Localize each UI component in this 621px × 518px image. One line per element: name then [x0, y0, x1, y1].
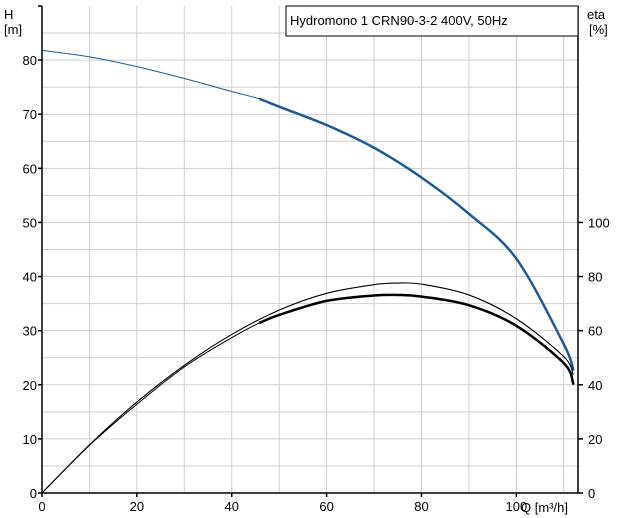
right-axis-label-eta: eta	[587, 7, 606, 22]
power-curve	[41, 282, 574, 494]
right-tick-label: 40	[588, 378, 602, 393]
x-tick-label: 40	[225, 499, 239, 514]
title-box	[285, 5, 579, 37]
x-tick-label: 20	[130, 499, 144, 514]
curves	[41, 49, 575, 494]
x-tick-label: 80	[414, 499, 428, 514]
tick-labels: 0 10 20 30 40 50 60 70 80 0 20 40 60 80 100 0 20 40 60 80 10…	[23, 53, 610, 514]
left-tick-label: 60	[23, 161, 37, 176]
efficiency-curve-operating-range	[258, 293, 575, 385]
x-tick-label: 60	[319, 499, 333, 514]
head-curve	[41, 49, 574, 370]
x-tick-label: 100	[505, 499, 527, 514]
efficiency-curve	[41, 294, 574, 494]
left-axis-label-h: H	[4, 7, 13, 22]
left-tick-label: 70	[23, 107, 37, 122]
grid	[42, 6, 578, 493]
right-tick-label: 60	[588, 324, 602, 339]
x-tick-label: 0	[38, 499, 45, 514]
left-tick-label: 10	[23, 432, 37, 447]
x-axis-label: Q [m³/h]	[521, 500, 568, 515]
right-tick-label: 0	[588, 486, 595, 501]
right-axis-label-unit: [%]	[589, 22, 608, 37]
left-axis-label-unit: [m]	[4, 22, 22, 37]
right-tick-label: 100	[588, 215, 610, 230]
left-tick-label: 50	[23, 215, 37, 230]
left-tick-label: 20	[23, 378, 37, 393]
left-tick-label: 40	[23, 270, 37, 285]
right-tick-label: 80	[588, 270, 602, 285]
axes	[38, 5, 583, 497]
chart-title: Hydromono 1 CRN90-3-2 400V, 50Hz	[290, 13, 508, 28]
left-tick-label: 80	[23, 53, 37, 68]
left-tick-label: 30	[23, 324, 37, 339]
left-tick-label: 0	[30, 486, 37, 501]
right-tick-label: 20	[588, 432, 602, 447]
head-curve-operating-range	[258, 97, 575, 371]
